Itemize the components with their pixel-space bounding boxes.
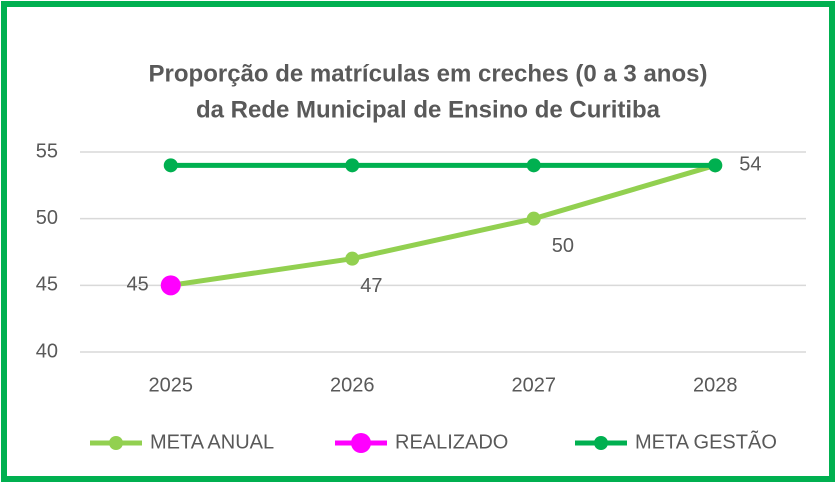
data-point: [163, 158, 178, 173]
x-tick-label: 2025: [149, 374, 194, 396]
legend-marker: [351, 433, 371, 453]
chart-title: Proporção de matrículas em creches (0 a …: [149, 60, 708, 87]
data-label: 54: [739, 154, 761, 176]
legend-label: META GESTÃO: [635, 429, 777, 453]
y-tick-label: 40: [36, 340, 58, 362]
series-line: [170, 162, 716, 288]
y-tick-label: 55: [36, 140, 58, 162]
data-label: 45: [127, 274, 149, 296]
data-point: [526, 211, 541, 226]
data-point: [160, 275, 181, 296]
y-tick-label: 45: [36, 274, 58, 296]
data-label: 50: [552, 235, 574, 257]
data-point: [526, 158, 541, 173]
data-point: [345, 251, 360, 266]
x-tick-label: 2027: [512, 374, 557, 396]
data-point: [345, 158, 360, 173]
chart-title: da Rede Municipal de Ensino de Curitiba: [196, 96, 661, 123]
legend-label: REALIZADO: [395, 431, 508, 453]
data-point: [708, 158, 723, 173]
x-tick-label: 2028: [693, 374, 738, 396]
legend-label: META ANUAL: [150, 431, 274, 453]
y-tick-label: 50: [36, 207, 58, 229]
data-label: 47: [360, 275, 382, 297]
legend-marker: [109, 436, 123, 450]
legend-marker: [594, 436, 608, 450]
x-tick-label: 2026: [330, 374, 375, 396]
